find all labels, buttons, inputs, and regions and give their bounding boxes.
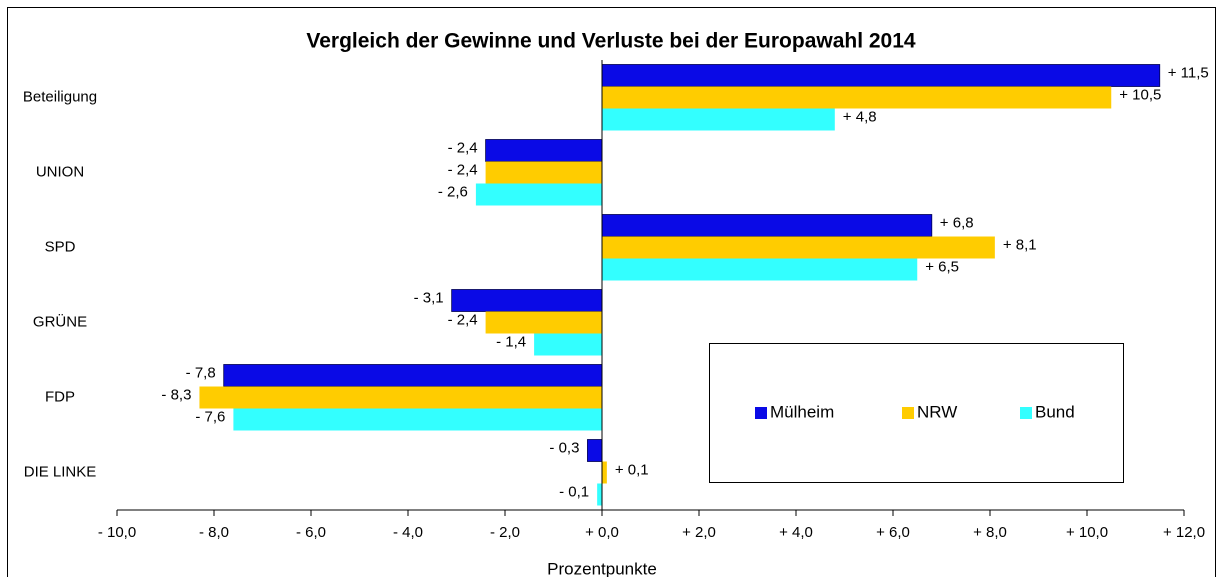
- value-label: - 2,4: [448, 161, 478, 178]
- bar: [602, 461, 607, 484]
- legend-box: [709, 343, 1124, 483]
- bar: [602, 258, 918, 281]
- y-tick-label: Beteiligung: [23, 88, 97, 105]
- bar: [597, 483, 602, 506]
- value-label: - 2,6: [438, 183, 468, 200]
- legend-label: Bund: [1035, 402, 1075, 421]
- value-label: - 0,1: [559, 483, 589, 500]
- bar: [451, 289, 603, 312]
- x-tick-label: - 6,0: [296, 524, 326, 541]
- value-label: - 2,4: [448, 139, 478, 156]
- legend-swatch: [902, 407, 914, 419]
- legend-swatch: [755, 407, 767, 419]
- y-tick-label: UNION: [36, 163, 84, 180]
- bar: [601, 214, 933, 237]
- y-tick-label: GRÜNE: [33, 312, 87, 330]
- x-axis-label: Prozentpunkte: [547, 559, 657, 577]
- value-label: + 6,5: [925, 258, 959, 275]
- bar: [601, 64, 1161, 87]
- value-label: - 7,8: [186, 364, 216, 381]
- bar: [602, 236, 995, 259]
- x-tick-label: + 12,0: [1163, 524, 1205, 541]
- value-label: + 10,5: [1119, 86, 1161, 103]
- x-tick-label: + 10,0: [1066, 524, 1108, 541]
- value-label: - 8,3: [161, 386, 191, 403]
- chart-frame: [7, 7, 1216, 582]
- legend-label: NRW: [917, 402, 957, 421]
- bar: [485, 161, 602, 184]
- value-label: - 0,3: [549, 439, 579, 456]
- value-label: - 2,4: [448, 311, 478, 328]
- bar: [485, 139, 603, 162]
- value-label: - 7,6: [195, 408, 225, 425]
- y-tick-label: SPD: [45, 238, 76, 255]
- x-tick-label: - 4,0: [393, 524, 423, 541]
- bar: [587, 439, 603, 462]
- value-label: + 11,5: [1168, 64, 1209, 81]
- x-tick-label: + 0,0: [585, 524, 619, 541]
- bar: [485, 311, 602, 334]
- x-tick-label: + 6,0: [876, 524, 910, 541]
- legend-swatch: [1020, 407, 1032, 419]
- y-tick-label: FDP: [45, 388, 75, 405]
- bar: [233, 408, 602, 431]
- value-label: + 8,1: [1003, 236, 1037, 253]
- value-label: + 0,1: [615, 461, 649, 478]
- bar: [602, 108, 835, 131]
- x-tick-label: - 10,0: [98, 524, 136, 541]
- x-tick-label: + 2,0: [682, 524, 716, 541]
- bar: [534, 333, 602, 356]
- x-tick-label: + 8,0: [973, 524, 1007, 541]
- legend-label: Mülheim: [770, 402, 834, 421]
- bar: [223, 364, 603, 387]
- value-label: + 4,8: [843, 108, 877, 125]
- bar: [602, 86, 1112, 109]
- bar: [475, 183, 602, 206]
- x-tick-label: + 4,0: [779, 524, 813, 541]
- y-tick-label: DIE LINKE: [24, 463, 97, 480]
- bar: [199, 386, 602, 409]
- x-tick-label: - 8,0: [199, 524, 229, 541]
- value-label: + 6,8: [940, 214, 974, 231]
- value-label: - 1,4: [496, 333, 526, 350]
- x-tick-label: - 2,0: [490, 524, 520, 541]
- value-label: - 3,1: [414, 289, 444, 306]
- chart-title: Vergleich der Gewinne und Verluste bei d…: [306, 30, 916, 53]
